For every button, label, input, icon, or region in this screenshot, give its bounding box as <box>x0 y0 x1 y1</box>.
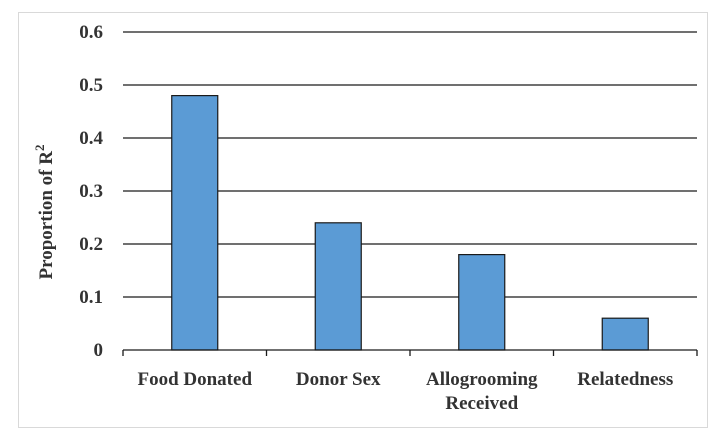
x-category-label: Donor Sex <box>296 369 381 390</box>
bar <box>171 94 219 351</box>
y-axis-title-base: Proportion of R <box>36 151 57 280</box>
y-tick-label: 0.1 <box>79 287 103 308</box>
y-tick-label: 0.4 <box>79 128 103 149</box>
y-tick-label: 0.3 <box>79 181 103 202</box>
y-axis-title-superscript: 2 <box>32 145 47 152</box>
y-tick-label: 0.6 <box>79 22 103 43</box>
y-tick-label: 0.5 <box>79 75 103 96</box>
bars <box>171 94 649 351</box>
chart-frame <box>18 12 708 428</box>
x-category-label: Food Donated <box>137 369 252 390</box>
x-axis <box>122 349 698 356</box>
y-tick-labels: 0 0.1 0.2 0.3 0.4 0.5 0.6 <box>79 22 103 361</box>
bar <box>458 254 506 351</box>
gridlines <box>123 31 697 298</box>
y-tick-label: 0 <box>94 340 104 361</box>
y-axis-title: Proportion of R2 <box>32 145 57 280</box>
x-category-label: Allogrooming Received <box>426 369 538 414</box>
x-category-label: Relatedness <box>577 369 673 390</box>
x-category-labels: Food Donated Donor Sex Allogrooming Receive… <box>137 369 673 414</box>
y-tick-label: 0.2 <box>79 234 103 255</box>
bar <box>601 317 649 351</box>
bar <box>314 222 362 351</box>
